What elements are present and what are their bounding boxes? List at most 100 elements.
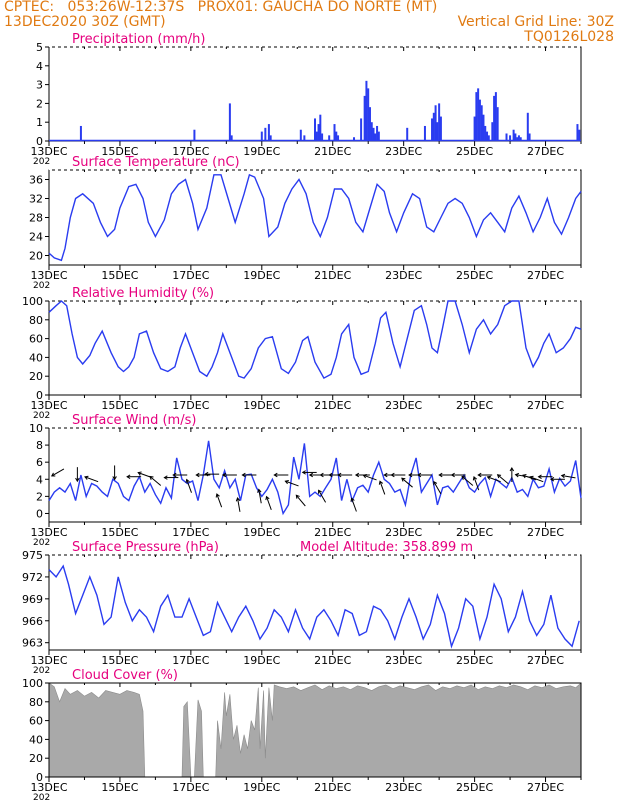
x-tick-label: 19DEC [243, 145, 280, 158]
panel-pres: 963 966 969 972 975 13DEC 15DEC 17DEC 19DEC 21DEC… [22, 540, 582, 676]
x-tick-label: 13DEC [30, 269, 67, 282]
x-year-label: 202 [33, 281, 50, 291]
wind-arrow [560, 473, 576, 479]
x-tick-label: 15DEC [101, 269, 138, 282]
x-tick-label: 21DEC [314, 269, 351, 282]
panel-title: Surface Temperature (nC) [72, 155, 240, 170]
x-tick-label: 19DEC [243, 781, 280, 794]
precip-bar [491, 122, 494, 141]
wind-arrow [185, 478, 192, 493]
precip-bar [321, 133, 324, 141]
header-date-line: 13DEC2020 30Z (GMT) [4, 14, 166, 30]
x-tick-label: 23DEC [385, 145, 422, 158]
x-tick-label: 15DEC [101, 399, 138, 412]
x-tick-label: 21DEC [314, 145, 351, 158]
x-year-label: 202 [33, 793, 50, 800]
wind-arrow [301, 470, 317, 475]
y-tick-label: 975 [22, 549, 43, 562]
x-tick-label: 21DEC [314, 654, 351, 667]
panel-title: Precipitation (mm/h) [72, 32, 205, 47]
precip-bar [267, 124, 270, 141]
x-tick-label: 17DEC [172, 399, 209, 412]
precip-bar [79, 125, 82, 141]
y-tick-label: 100 [22, 295, 43, 308]
wind-arrow [416, 472, 432, 478]
wind-arrow [350, 497, 357, 512]
precip-bar [377, 131, 380, 141]
x-tick-label: 19DEC [243, 654, 280, 667]
x-tick-label: 25DEC [456, 526, 493, 539]
y-tick-label: 20 [29, 370, 43, 383]
cloud-area [48, 682, 582, 778]
x-tick-label: 17DEC [172, 269, 209, 282]
panel-title: Cloud Cover (%) [72, 668, 178, 683]
wind-arrow [496, 474, 509, 485]
wind-arrow [362, 474, 377, 481]
wind-arrow [241, 472, 257, 478]
wind-arrow [50, 468, 65, 477]
y-tick-label: 3 [36, 79, 43, 92]
precip-bar [475, 92, 478, 141]
precip-bar [478, 99, 481, 141]
panel-precip: 0 1 2 3 4 5 13DEC 15DEC 17DEC 19DEC 21DEC 23DEC 25DE… [30, 32, 582, 167]
x-tick-label: 13DEC [30, 399, 67, 412]
precip-bar [317, 124, 320, 141]
x-tick-label: 23DEC [385, 781, 422, 794]
wind-arrow [461, 475, 474, 486]
precip-bar [423, 125, 426, 141]
wind-arrow [235, 497, 241, 512]
precip-bar [526, 112, 529, 141]
precip-bar [368, 107, 371, 141]
wind-arrow [295, 494, 306, 507]
wind-arrow [549, 477, 565, 482]
precip-bar [230, 135, 233, 141]
precip-bar [406, 127, 409, 141]
precip-bar [333, 124, 336, 141]
precip-bar [365, 80, 368, 141]
x-tick-label: 13DEC [30, 526, 67, 539]
x-tick-label: 27DEC [527, 654, 564, 667]
y-tick-label: 32 [29, 193, 43, 206]
header-station-line: CPTEC: 053:26W-12:37S PROX01: GAUCHA DO … [4, 0, 438, 15]
y-tick-label: 5 [36, 41, 43, 54]
y-tick-label: 36 [29, 174, 43, 187]
precip-bar [473, 116, 476, 141]
y-tick-label: 40 [29, 733, 43, 746]
precip-bar [353, 137, 356, 141]
precip-bar [436, 122, 439, 141]
y-tick-label: 24 [29, 231, 43, 244]
wind-arrow [149, 475, 162, 486]
precip-bar [303, 135, 306, 141]
series-line-pres [48, 564, 580, 649]
x-tick-label: 25DEC [456, 781, 493, 794]
x-tick-label: 15DEC [101, 781, 138, 794]
y-tick-label: 2 [36, 97, 43, 110]
precip-bar [193, 129, 196, 141]
wind-arrow [337, 472, 353, 478]
precip-bar [486, 131, 489, 141]
plot-frame [48, 554, 582, 651]
precip-bar [315, 131, 318, 141]
precip-bar [335, 131, 338, 141]
wind-arrow [273, 472, 289, 478]
precip-bar [477, 88, 480, 141]
wind-arrow [537, 474, 553, 479]
x-tick-label: 21DEC [314, 399, 351, 412]
precip-bar [480, 105, 483, 141]
x-tick-label: 23DEC [385, 269, 422, 282]
precip-bar [484, 125, 487, 141]
header-model-id: TQ0126L028 [524, 29, 614, 45]
x-year-label: 202 [33, 411, 50, 421]
precip-bar [360, 118, 363, 141]
x-tick-label: 23DEC [385, 399, 422, 412]
precip-bar [509, 135, 512, 141]
wind-arrow [75, 467, 80, 483]
wind-arrow [390, 472, 406, 478]
x-tick-label: 13DEC [30, 654, 67, 667]
panel-title: Surface Pressure (hPa) [72, 540, 219, 555]
series-line-rh [48, 300, 582, 380]
x-tick-label: 27DEC [527, 526, 564, 539]
y-tick-label: 10 [29, 422, 43, 435]
x-tick-label: 17DEC [172, 145, 209, 158]
x-tick-label: 19DEC [243, 269, 280, 282]
